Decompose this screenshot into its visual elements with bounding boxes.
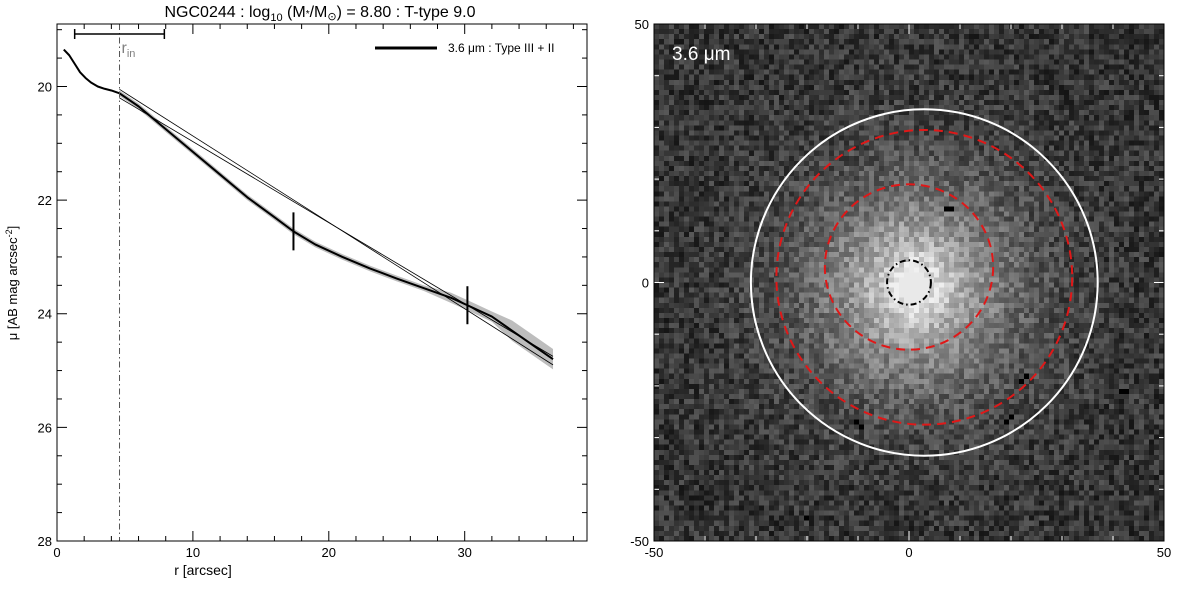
legend-label: 3.6 μm : Type III + II: [448, 41, 554, 55]
image-area: [653, 23, 1165, 542]
x-tick-label: 30: [457, 545, 471, 560]
band-label: 3.6 μm: [672, 44, 730, 65]
r-in-label: rin: [122, 40, 136, 60]
image-y-tick-label: 0: [642, 276, 649, 291]
image-y-tick-label: -50: [630, 534, 649, 549]
y-tick-label: 22: [38, 193, 52, 208]
y-tick-label: 24: [38, 307, 52, 322]
fit-line: [119, 97, 554, 357]
ellipse-break-inner: [823, 183, 995, 351]
x-axis-label: r [arcsec]: [174, 562, 232, 578]
legend: 3.6 μm : Type III + II: [375, 41, 554, 55]
ellipse-outer: [749, 108, 1099, 457]
image-panel: 3.6 μm -50 0 50 -50 0 50: [630, 17, 1171, 560]
image-y-tick-label: 50: [635, 17, 649, 32]
image-x-tick-label: -50: [645, 545, 664, 560]
profile-plot-frame: [56, 23, 588, 542]
x-tick-label: 10: [186, 545, 200, 560]
ellipse-r_in: [886, 259, 932, 306]
galaxy-image: [654, 24, 1164, 541]
x-tick-label: 20: [322, 545, 336, 560]
image-x-tick-label: 50: [1157, 545, 1171, 560]
profile-panel: NGC0244 : log10 (M*/M⊙) = 8.80 : T-type …: [4, 4, 588, 578]
y-tick-label: 28: [38, 534, 52, 549]
profile-uncertainty-band: [119, 90, 554, 370]
profile-plot-area: 0 10 20 30 20 22 24 26 28 rin: [38, 24, 587, 560]
y-tick-label: 26: [38, 420, 52, 435]
ellipse-break-outer: [775, 128, 1074, 426]
chart-title: NGC0244 : log10 (M*/M⊙) = 8.80 : T-type …: [164, 4, 475, 24]
y-tick-label: 20: [38, 79, 52, 94]
y-axis-label: μ [AB mag arcsec-2]: [4, 226, 20, 341]
image-frame: [653, 23, 1165, 542]
image-x-tick-label: 0: [905, 545, 912, 560]
profile-line: [63, 48, 554, 361]
x-tick-label: 0: [53, 545, 60, 560]
